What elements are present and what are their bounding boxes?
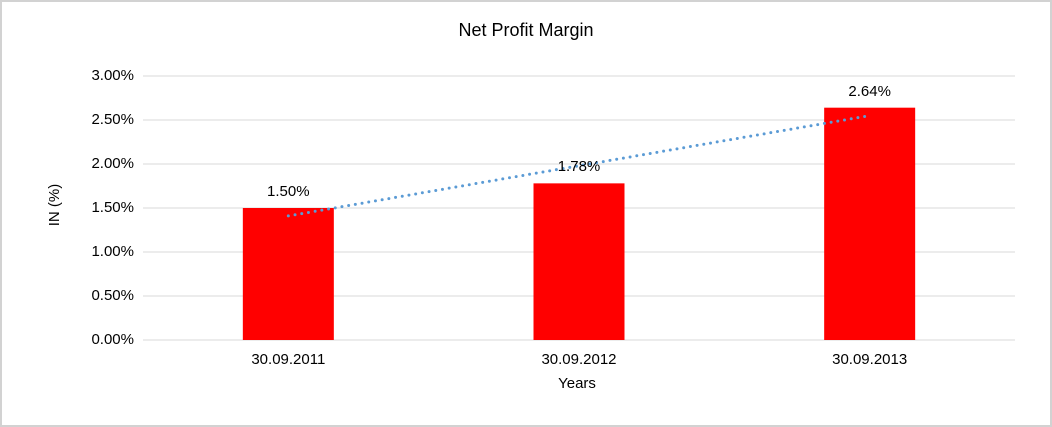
y-tick-label: 1.50%: [91, 199, 134, 216]
x-category-label: 30.09.2013: [832, 351, 908, 368]
y-tick-label: 2.00%: [91, 155, 134, 172]
y-tick-label: 2.50%: [91, 111, 134, 128]
x-axis-title: Years: [558, 375, 596, 392]
bar-30.09.2012: [533, 183, 625, 340]
bar-30.09.2013: [824, 107, 916, 341]
y-tick-label: 3.00%: [91, 67, 134, 84]
y-tick-label: 0.00%: [91, 331, 134, 348]
bar-data-label: 2.64%: [848, 82, 891, 100]
chart-title: Net Profit Margin: [458, 20, 594, 40]
bar-data-label: 1.50%: [267, 183, 310, 200]
x-category-label: 30.09.2011: [251, 351, 326, 368]
y-tick-label: 1.00%: [91, 243, 134, 260]
y-tick-label: 0.50%: [91, 287, 134, 304]
bar-30.09.2011: [242, 208, 334, 340]
bar-data-label: 1.78%: [557, 158, 601, 176]
x-category-label: 30.09.2012: [541, 351, 617, 368]
